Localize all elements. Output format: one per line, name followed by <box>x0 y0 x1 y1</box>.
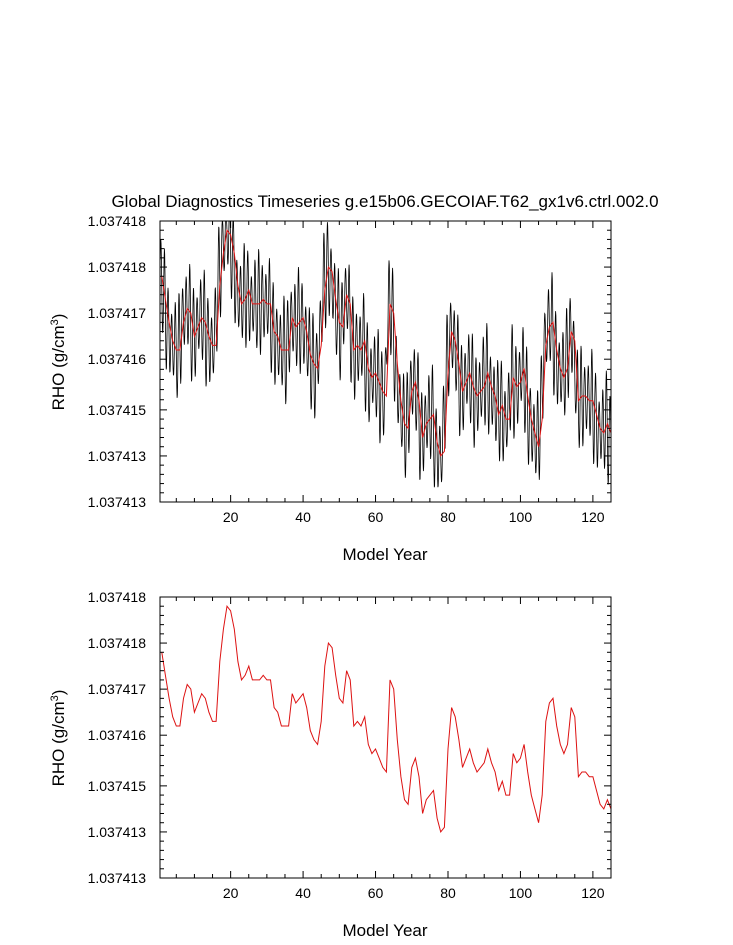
lower-y-label-sup: 3 <box>49 695 61 701</box>
lower-plot-frame <box>159 596 612 879</box>
lower-y-tick-label: 1.037413 <box>88 870 147 886</box>
upper-x-tick-label: 40 <box>295 509 311 525</box>
lower-y-tick-label: 1.037416 <box>88 727 147 743</box>
lower-y-tick-label: 1.037418 <box>88 589 147 605</box>
upper-x-tick-label: 60 <box>368 509 384 525</box>
upper-panel: 20 40 60 80 100 120 1.037413 1.037413 1.037415 1.… <box>49 213 612 564</box>
lower-y-label-main: RHO (g/cm <box>49 701 68 786</box>
monthly-series-line <box>159 220 612 488</box>
lower-x-tick-label: 40 <box>295 885 311 901</box>
lower-x-tick-label: 120 <box>581 885 605 901</box>
lower-x-tick-label: 100 <box>509 885 533 901</box>
lower-series-layer <box>161 604 612 833</box>
lower-x-tick-label: 60 <box>368 885 384 901</box>
upper-y-tick-label: 1.037413 <box>88 494 147 510</box>
upper-y-tick-label: 1.037417 <box>88 305 147 321</box>
upper-annual-series-line <box>161 228 612 457</box>
upper-y-tick-label: 1.037418 <box>88 259 147 275</box>
lower-annual-series-line <box>161 604 612 833</box>
upper-y-tick-label: 1.037413 <box>88 448 147 464</box>
upper-x-tick-label: 100 <box>509 509 533 525</box>
upper-x-axis-label: Model Year <box>342 545 427 564</box>
lower-y-axis-label: RHO (g/cm3) <box>49 690 68 787</box>
lower-x-tick-label: 20 <box>223 885 239 901</box>
upper-series-layer <box>159 220 612 488</box>
chart-title: Global Diagnostics Timeseries g.e15b06.G… <box>111 192 658 211</box>
lower-x-axis-label: Model Year <box>342 921 427 940</box>
upper-x-tick-label: 80 <box>440 509 456 525</box>
upper-x-tick-label: 20 <box>223 509 239 525</box>
lower-y-label-close: ) <box>49 690 68 696</box>
lower-tick-layer: 20 40 60 80 100 120 1.037413 1.037413 1.037415 1.… <box>88 589 612 901</box>
lower-x-tick-label: 80 <box>440 885 456 901</box>
upper-y-tick-label: 1.037418 <box>88 213 147 229</box>
upper-plot-frame <box>159 220 612 503</box>
upper-y-label-main: RHO (g/cm <box>49 325 68 410</box>
upper-x-tick-label: 120 <box>581 509 605 525</box>
lower-y-tick-label: 1.037418 <box>88 635 147 651</box>
upper-y-tick-label: 1.037415 <box>88 402 147 418</box>
upper-y-label-sup: 3 <box>49 319 61 325</box>
upper-tick-layer: 20 40 60 80 100 120 1.037413 1.037413 1.037415 1.… <box>88 213 612 525</box>
lower-panel: 20 40 60 80 100 120 1.037413 1.037413 1.037415 1.… <box>49 589 612 940</box>
lower-y-tick-label: 1.037417 <box>88 681 147 697</box>
lower-y-tick-label: 1.037415 <box>88 778 147 794</box>
lower-y-tick-label: 1.037413 <box>88 824 147 840</box>
upper-y-axis-label: RHO (g/cm3) <box>49 314 68 411</box>
upper-y-label-close: ) <box>49 314 68 320</box>
upper-y-tick-label: 1.037416 <box>88 351 147 367</box>
